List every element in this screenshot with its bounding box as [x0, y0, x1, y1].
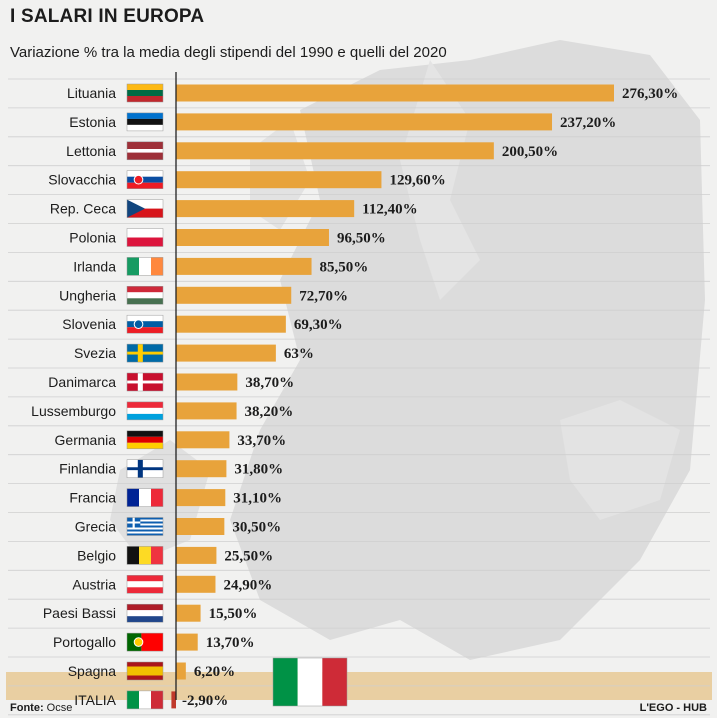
- data-label-danimarca: 38,70%: [245, 375, 294, 391]
- bar-italia: [171, 691, 176, 709]
- flag-hungary-icon: [126, 286, 164, 305]
- bar-estonia: [176, 113, 553, 131]
- flag-austria-icon: [126, 575, 164, 594]
- data-label-italia: -2,90%: [182, 693, 228, 709]
- category-label-irlanda: Irlanda: [73, 258, 116, 274]
- flag-estonia-icon: [126, 112, 164, 132]
- data-label-finlandia: 31,80%: [234, 462, 283, 478]
- category-label-rep-ceca: Rep. Ceca: [50, 201, 116, 217]
- source-label: Fonte:: [10, 702, 44, 714]
- category-label-grecia: Grecia: [75, 519, 116, 535]
- bar-slovenia: [176, 315, 286, 333]
- credit-label: L'EGO - HUB: [639, 702, 707, 714]
- flag-luxembourg-icon: [126, 401, 164, 421]
- data-label-lettonia: 200,50%: [502, 144, 558, 160]
- category-label-estonia: Estonia: [69, 114, 116, 130]
- data-label-estonia: 237,20%: [560, 115, 616, 131]
- page-title: I SALARI IN EUROPA: [10, 6, 205, 27]
- data-label-francia: 31,10%: [233, 491, 282, 507]
- data-label-spagna: 6,20%: [194, 664, 235, 680]
- category-label-slovacchia: Slovacchia: [48, 172, 116, 188]
- flag-italy-icon: [126, 690, 164, 710]
- data-label-austria: 24,90%: [223, 577, 272, 593]
- data-label-irlanda: 85,50%: [320, 259, 369, 275]
- flag-czech-republic-icon: [126, 199, 164, 218]
- data-label-polonia: 96,50%: [337, 231, 386, 247]
- flag-finland-icon: [126, 459, 164, 478]
- flag-lithuania-icon: [126, 83, 164, 103]
- bar-austria: [176, 575, 216, 593]
- data-label-paesi-bassi: 15,50%: [209, 606, 258, 622]
- bar-rep-ceca: [176, 200, 355, 218]
- data-label-slovenia: 69,30%: [294, 317, 343, 333]
- category-label-ungheria: Ungheria: [59, 287, 116, 303]
- flag-slovakia-icon: [126, 170, 164, 189]
- flag-sweden-icon: [126, 343, 164, 363]
- flag-france-icon: [126, 488, 164, 507]
- category-label-italia: ITALIA: [74, 692, 116, 708]
- data-label-lussemburgo: 38,20%: [245, 404, 294, 420]
- bar-grecia: [176, 518, 225, 535]
- bar-germania: [176, 431, 230, 449]
- bar-francia: [176, 489, 226, 507]
- flag-latvia-icon: [126, 141, 164, 161]
- flag-slovenia-icon: [126, 314, 164, 334]
- source-note: Fonte: Ocse: [10, 702, 72, 714]
- bar-lettonia: [176, 142, 494, 160]
- bar-belgio: [176, 546, 217, 564]
- flag-germany-icon: [126, 430, 164, 450]
- bar-ungheria: [176, 286, 292, 304]
- category-label-portogallo: Portogallo: [53, 634, 116, 650]
- flag-poland-icon: [126, 228, 164, 247]
- category-label-slovenia: Slovenia: [62, 316, 116, 332]
- data-label-germania: 33,70%: [237, 433, 286, 449]
- bar-spagna: [176, 662, 186, 680]
- data-label-grecia: 30,50%: [232, 520, 281, 536]
- category-label-austria: Austria: [72, 576, 116, 592]
- category-label-francia: Francia: [69, 490, 116, 506]
- flag-netherlands-icon: [126, 603, 164, 623]
- bar-lituania: [176, 84, 614, 102]
- data-label-ungheria: 72,70%: [299, 288, 348, 304]
- data-label-svezia: 63%: [284, 346, 314, 362]
- flag-greece-icon: [126, 517, 164, 536]
- category-label-spagna: Spagna: [68, 663, 116, 679]
- bar-paesi-bassi: [176, 604, 201, 622]
- category-label-paesi-bassi: Paesi Bassi: [43, 605, 116, 621]
- chart-subtitle: Variazione % tra la media degli stipendi…: [10, 44, 447, 61]
- source-value: Ocse: [46, 702, 73, 714]
- bar-finlandia: [176, 460, 227, 478]
- category-label-belgio: Belgio: [77, 547, 116, 563]
- category-label-germania: Germania: [55, 432, 117, 448]
- category-label-danimarca: Danimarca: [48, 374, 116, 390]
- bar-lussemburgo: [176, 402, 237, 420]
- data-label-rep-ceca: 112,40%: [362, 202, 417, 218]
- bar-irlanda: [176, 257, 312, 275]
- category-label-lussemburgo: Lussemburgo: [31, 403, 116, 419]
- data-label-portogallo: 13,70%: [206, 635, 255, 651]
- bar-polonia: [176, 229, 329, 246]
- flag-portugal-icon: [126, 632, 164, 652]
- flag-belgium-icon: [126, 546, 164, 565]
- category-label-polonia: Polonia: [69, 230, 116, 246]
- flag-denmark-icon: [126, 372, 164, 392]
- data-label-lituania: 276,30%: [622, 86, 678, 102]
- flag-ireland-icon: [126, 257, 164, 276]
- category-label-lituania: Lituania: [67, 85, 116, 101]
- bar-svezia: [176, 344, 276, 362]
- bar-portogallo: [176, 633, 198, 651]
- large-italy-flag-icon: [272, 657, 348, 707]
- flag-spain-icon: [126, 661, 164, 681]
- category-label-finlandia: Finlandia: [59, 461, 116, 477]
- data-label-belgio: 25,50%: [224, 548, 273, 564]
- bar-danimarca: [176, 373, 238, 391]
- category-label-svezia: Svezia: [74, 345, 116, 361]
- category-label-lettonia: Lettonia: [66, 143, 116, 159]
- data-label-slovacchia: 129,60%: [389, 173, 445, 189]
- bar-slovacchia: [176, 171, 382, 189]
